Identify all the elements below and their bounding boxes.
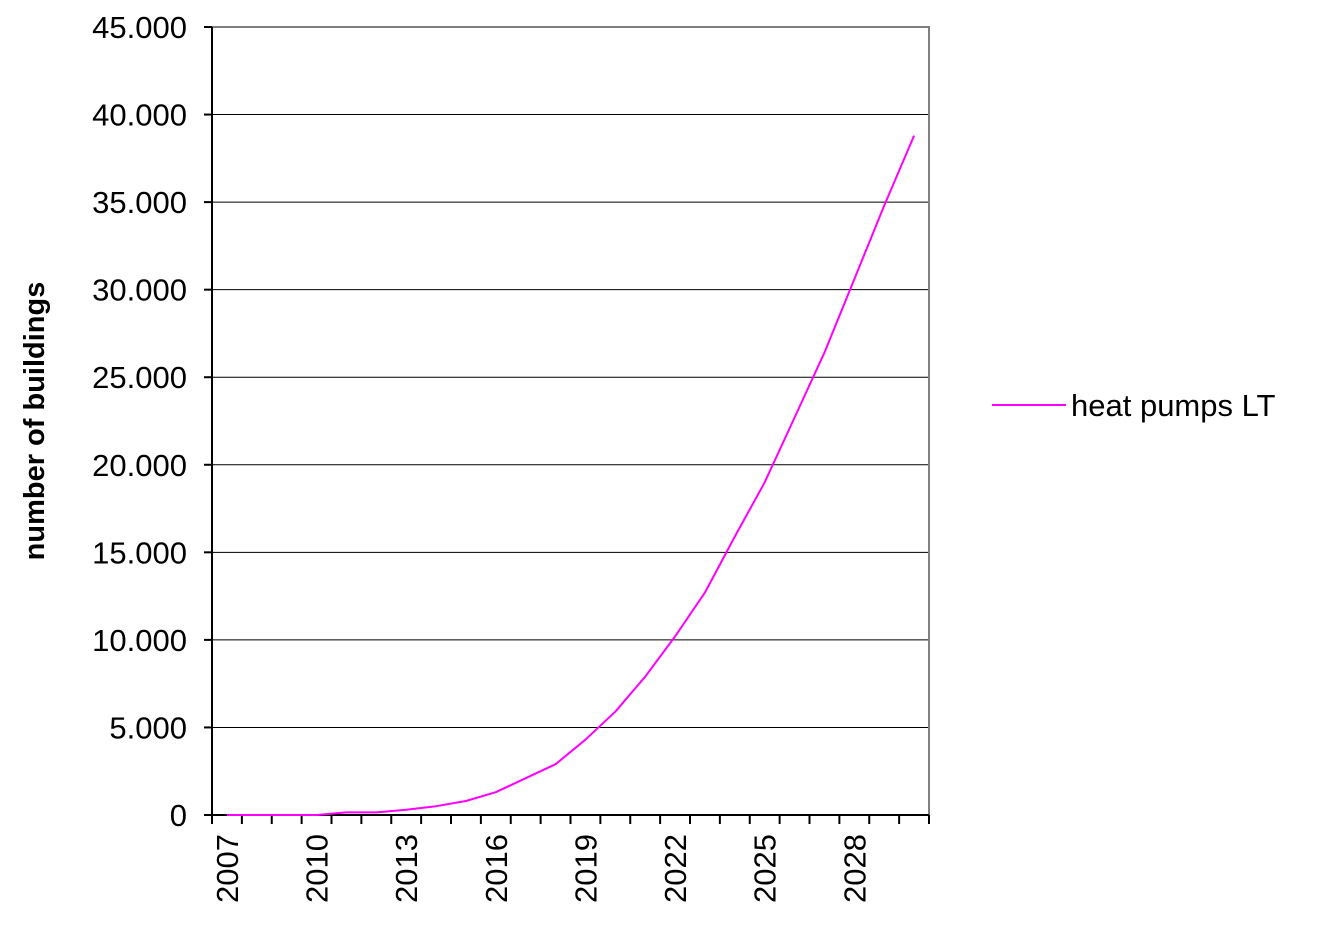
y-tick-label: 0	[170, 798, 187, 833]
series-line-heat-pumps-lt	[226, 135, 916, 816]
legend: heat pumps LT	[992, 388, 1276, 423]
x-axis-ticks: 2007 2010 2013 2016 2019 2022 2025 2028	[210, 815, 930, 903]
plot-area-frame	[211, 26, 930, 816]
y-axis-label: number of buildings	[19, 282, 51, 561]
y-tick-label: 5.000	[109, 710, 187, 745]
x-tick-label: 2019	[568, 834, 603, 903]
y-tick-label: 15.000	[92, 535, 187, 570]
y-tick-label: 45.000	[92, 10, 187, 45]
x-tick-label: 2025	[748, 834, 783, 903]
x-tick-label: 2016	[479, 834, 514, 903]
y-tick-label: 35.000	[92, 185, 187, 220]
y-tick-label: 25.000	[92, 360, 187, 395]
y-tick-label: 30.000	[92, 273, 187, 308]
x-tick-label: 2007	[210, 834, 245, 903]
y-tick-label: 40.000	[92, 98, 187, 133]
x-tick-label: 2010	[300, 834, 335, 903]
x-tick-label: 2028	[837, 834, 872, 903]
x-tick-label: 2022	[658, 834, 693, 903]
x-tick-label: 2013	[389, 834, 424, 903]
legend-label-heat-pumps-lt: heat pumps LT	[1071, 388, 1276, 423]
gridlines	[212, 26, 929, 728]
y-axis-ticks: 0 5.000 10.000 15.000 20.000 25.000 30.000 35.0…	[92, 10, 212, 833]
y-tick-label: 20.000	[92, 448, 187, 483]
y-tick-label: 10.000	[92, 623, 187, 658]
series-lines	[226, 135, 916, 816]
